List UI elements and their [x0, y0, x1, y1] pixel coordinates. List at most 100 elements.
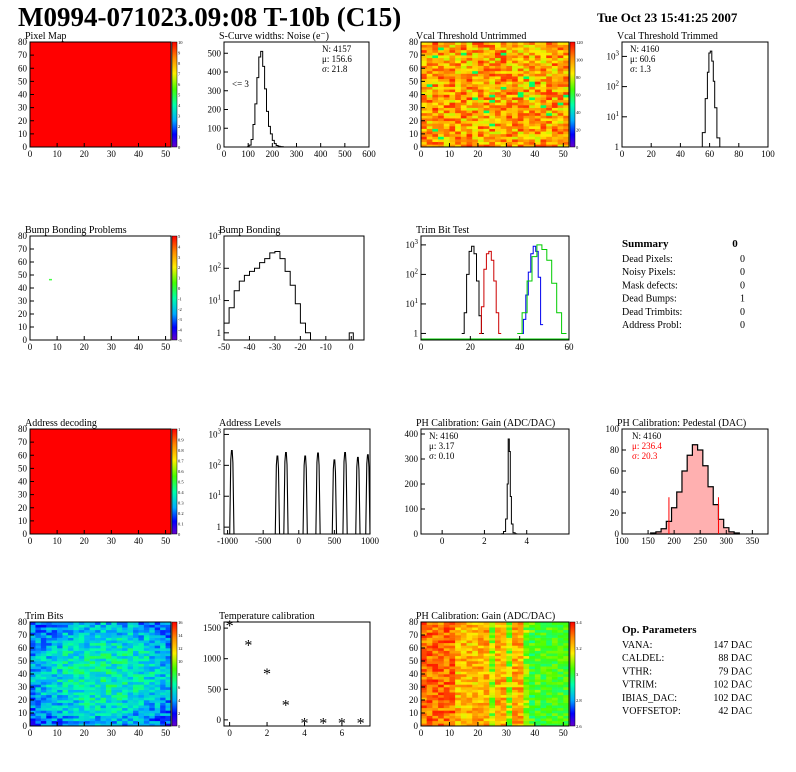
x-tick-label: 300	[720, 536, 734, 546]
heatmap-cell	[127, 705, 134, 709]
heatmap-cell	[495, 632, 501, 636]
heatmap-cell	[105, 702, 112, 706]
heatmap-cell	[477, 689, 484, 693]
heatmap-cell	[563, 700, 570, 703]
heatmap-cell	[517, 63, 524, 66]
heatmap-cell	[426, 700, 433, 703]
heatmap-cell	[466, 694, 473, 698]
heatmap-cell	[133, 653, 139, 657]
heatmap-cell	[483, 81, 490, 85]
heatmap-cell	[523, 663, 530, 667]
heatmap-cell	[455, 707, 462, 711]
heatmap-cell	[489, 55, 496, 59]
heatmap-cell	[432, 133, 439, 137]
heatmap-cell	[523, 131, 530, 135]
heatmap-cell	[529, 78, 536, 82]
heatmap-cell	[489, 663, 496, 667]
heatmap-cell	[443, 715, 450, 719]
heatmap-cell	[449, 139, 456, 143]
heatmap-cell	[62, 668, 69, 672]
heatmap-cell	[426, 668, 433, 672]
heatmap-cell	[517, 723, 524, 727]
heatmap-cell	[143, 702, 150, 706]
heatmap-cell	[534, 70, 541, 74]
heatmap-cell	[455, 112, 462, 116]
heatmap-cell	[443, 663, 450, 667]
heatmap-cell	[466, 105, 473, 108]
heatmap-cell	[122, 650, 128, 654]
heatmap-cell	[40, 674, 47, 677]
heatmap-cell	[557, 65, 564, 69]
heatmap-cell	[421, 674, 427, 677]
heatmap-cell	[149, 713, 156, 716]
heatmap-cell	[67, 692, 74, 696]
heatmap-cell	[523, 648, 530, 651]
heatmap-cell	[534, 632, 541, 636]
heatmap-cell	[529, 648, 536, 651]
heatmap-cell	[89, 663, 96, 667]
heatmap-cell	[500, 118, 507, 122]
heatmap-cell	[500, 42, 507, 45]
heatmap-cell	[477, 44, 484, 48]
heatmap-cell	[122, 710, 128, 714]
heatmap-cell	[546, 94, 553, 98]
heatmap-cell	[78, 723, 85, 727]
heatmap-cell	[89, 624, 96, 628]
heatmap-cell	[105, 629, 112, 633]
heatmap-cell	[500, 133, 507, 137]
heatmap-cell	[426, 86, 433, 90]
heatmap-cell	[512, 650, 519, 654]
heatmap-cell	[534, 81, 541, 85]
heatmap-cell	[489, 622, 496, 625]
heatmap-cell	[432, 99, 439, 103]
heatmap-cell	[563, 94, 570, 98]
heatmap-cell	[540, 702, 547, 706]
heatmap-cell	[35, 629, 42, 633]
heatmap-cell	[534, 102, 541, 106]
heatmap-cell	[67, 674, 74, 677]
heatmap-cell	[443, 681, 450, 685]
heatmap-cell	[89, 684, 96, 688]
heatmap-cell	[57, 684, 63, 688]
heatmap-cell	[540, 78, 547, 82]
heatmap-cell	[506, 68, 513, 72]
heatmap-cell	[472, 689, 479, 693]
heatmap-cell	[111, 668, 118, 672]
heatmap-cell	[477, 705, 484, 709]
heatmap-cell	[443, 110, 450, 114]
heatmap-cell	[557, 720, 564, 724]
op-params-title: Op. Parameters	[622, 624, 697, 636]
heatmap-cell	[438, 47, 445, 51]
heatmap-cell	[138, 700, 145, 703]
heatmap-cell	[432, 681, 439, 685]
heatmap-cell	[62, 674, 69, 677]
heatmap-cell	[154, 681, 161, 685]
y-tick-label: 80	[610, 445, 620, 455]
heatmap-cell	[483, 86, 490, 90]
heatmap-cell	[517, 689, 524, 693]
heatmap-cell	[483, 674, 490, 677]
heatmap-cell	[438, 689, 445, 693]
heatmap-cell	[563, 640, 570, 644]
heatmap-cell	[443, 102, 450, 106]
heatmap-cell	[30, 640, 36, 644]
heatmap-cell	[160, 681, 166, 685]
heatmap-cell	[84, 679, 90, 683]
heatmap-cell	[489, 718, 496, 722]
heatmap-cell	[73, 637, 80, 641]
heatmap-cell	[546, 635, 553, 638]
heatmap-cell	[449, 97, 456, 101]
heatmap-cell	[84, 668, 90, 672]
heatmap-cell	[455, 139, 462, 143]
heatmap-cell	[466, 718, 473, 722]
heatmap-cell	[438, 65, 445, 69]
heatmap-cell	[421, 653, 427, 657]
heatmap-cell	[540, 60, 547, 64]
heatmap-cell	[557, 84, 564, 87]
heatmap-cell	[426, 679, 433, 683]
heatmap-cell	[472, 702, 479, 706]
heatmap-cell	[100, 624, 107, 628]
heatmap-cell	[460, 668, 467, 672]
heatmap-cell	[472, 668, 479, 672]
heatmap-cell	[460, 637, 467, 641]
